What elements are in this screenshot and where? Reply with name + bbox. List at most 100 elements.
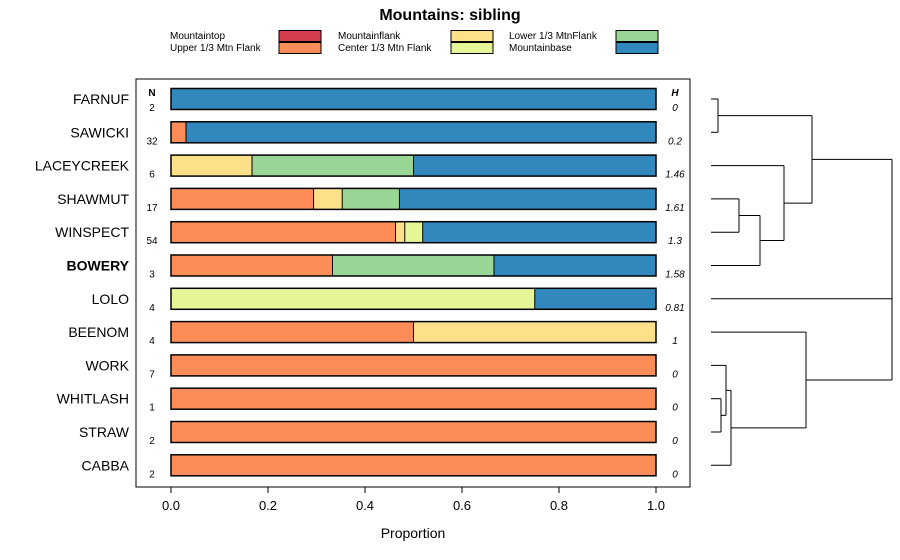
legend-swatch bbox=[615, 30, 659, 42]
legend-swatch bbox=[450, 42, 494, 54]
bar-segment bbox=[171, 188, 314, 210]
bar-segment bbox=[171, 288, 535, 310]
legend-label: Mountaintop bbox=[170, 31, 225, 42]
bar-segment bbox=[404, 221, 423, 243]
row-label: SAWICKI bbox=[70, 124, 129, 140]
bar-outline bbox=[170, 154, 657, 177]
bar-outline bbox=[170, 187, 657, 211]
bar-outline bbox=[170, 420, 657, 444]
legend-label: Lower 1/3 MtnFlank bbox=[509, 31, 598, 42]
legend-swatch bbox=[615, 42, 659, 54]
row-label: SHAWMUT bbox=[57, 191, 129, 207]
row-n-value: 54 bbox=[146, 236, 158, 247]
bar-segment bbox=[494, 255, 656, 276]
bar-outline bbox=[170, 121, 657, 144]
n-column-header: N bbox=[148, 88, 155, 99]
bar-outline bbox=[170, 354, 657, 377]
bar-outline bbox=[170, 287, 657, 311]
row-label: FARNUF bbox=[73, 91, 129, 107]
bar-segment bbox=[171, 155, 252, 177]
row-n-value: 2 bbox=[149, 469, 155, 480]
bar-segment bbox=[186, 121, 656, 143]
bar-segment bbox=[251, 155, 414, 177]
bar-segment bbox=[395, 221, 405, 243]
bar-segment bbox=[332, 255, 495, 276]
x-tick-label: 0.6 bbox=[453, 498, 471, 513]
bar-outline bbox=[170, 387, 657, 410]
row-label: CABBA bbox=[82, 457, 130, 473]
bar-segment bbox=[534, 288, 656, 310]
row-h-value: 1.3 bbox=[668, 236, 682, 247]
chart-title: Mountains: sibling bbox=[379, 7, 520, 24]
row-n-value: 1 bbox=[149, 403, 155, 414]
row-label: LACEYCREEK bbox=[35, 158, 130, 174]
row-n-value: 32 bbox=[146, 136, 158, 147]
bar-segment bbox=[171, 421, 656, 443]
row-n-value: 4 bbox=[149, 303, 155, 314]
legend-label: Mountainflank bbox=[338, 31, 401, 42]
bar-segment bbox=[171, 454, 656, 476]
row-label: BOWERY bbox=[67, 258, 130, 274]
row-n-value: 4 bbox=[149, 336, 155, 347]
row-label: BEENOM bbox=[68, 324, 129, 340]
row-n-value: 6 bbox=[149, 170, 155, 181]
bar-segment bbox=[342, 188, 400, 210]
row-h-value: 0.81 bbox=[665, 303, 684, 314]
row-label: STRAW bbox=[79, 424, 130, 440]
x-tick-label: 0.4 bbox=[356, 498, 374, 513]
bar-segment bbox=[171, 388, 656, 410]
row-h-value: 1 bbox=[672, 336, 678, 347]
row-h-value: 1.61 bbox=[665, 203, 684, 214]
legend-swatch bbox=[278, 42, 322, 54]
bar-segment bbox=[171, 321, 414, 343]
row-label: WORK bbox=[85, 357, 129, 373]
row-h-value: 1.46 bbox=[665, 170, 685, 181]
row-h-value: 0.2 bbox=[668, 136, 682, 147]
bar-rows: FARNUF 2 0 SAWICKI 32 0.2 LACEYCREEK 6 1.46 SHAWM… bbox=[35, 87, 685, 480]
row-h-value: 0 bbox=[672, 103, 678, 114]
bar-outline bbox=[170, 454, 657, 477]
bar-segment bbox=[399, 188, 656, 210]
row-h-value: 1.58 bbox=[665, 270, 685, 281]
row-h-value: 0 bbox=[672, 369, 678, 380]
bar-segment bbox=[171, 121, 187, 143]
row-n-value: 2 bbox=[149, 103, 155, 114]
dendrogram bbox=[711, 98, 893, 466]
bar-segment bbox=[413, 155, 656, 177]
legend-label: Center 1/3 Mtn Flank bbox=[338, 43, 432, 54]
row-label: WINSPECT bbox=[55, 224, 129, 240]
row-label: LOLO bbox=[92, 291, 129, 307]
bar-segment bbox=[171, 255, 333, 276]
bar-segment bbox=[413, 321, 656, 343]
bar-segment bbox=[171, 88, 656, 110]
bar-outline bbox=[170, 87, 657, 111]
x-axis-label: Proportion bbox=[381, 525, 446, 541]
h-column-header: H bbox=[671, 88, 679, 99]
row-n-value: 2 bbox=[149, 436, 155, 447]
bar-segment bbox=[422, 221, 656, 243]
x-tick-label: 0.0 bbox=[162, 498, 180, 513]
row-h-value: 0 bbox=[672, 469, 678, 480]
row-label: WHITLASH bbox=[57, 391, 129, 407]
bar-segment bbox=[171, 221, 396, 243]
legend-swatch bbox=[278, 30, 322, 42]
x-tick-label: 0.8 bbox=[550, 498, 568, 513]
x-axis: 0.0 0.2 0.4 0.6 0.8 1.0 bbox=[162, 487, 665, 513]
bar-outline bbox=[170, 320, 657, 344]
x-tick-label: 0.2 bbox=[259, 498, 277, 513]
plot-frame bbox=[135, 78, 691, 488]
legend-label: Mountainbase bbox=[509, 43, 572, 54]
row-n-value: 17 bbox=[146, 203, 158, 214]
bar-outline bbox=[170, 254, 657, 277]
legend-label: Upper 1/3 Mtn Flank bbox=[170, 43, 262, 54]
bar-segment bbox=[171, 354, 656, 376]
row-n-value: 7 bbox=[149, 369, 155, 380]
bar-segment bbox=[313, 188, 343, 210]
x-tick-label: 1.0 bbox=[647, 498, 665, 513]
bar-outline bbox=[170, 220, 657, 244]
row-h-value: 0 bbox=[672, 403, 678, 414]
legend-swatch bbox=[450, 30, 494, 42]
row-h-value: 0 bbox=[672, 436, 678, 447]
